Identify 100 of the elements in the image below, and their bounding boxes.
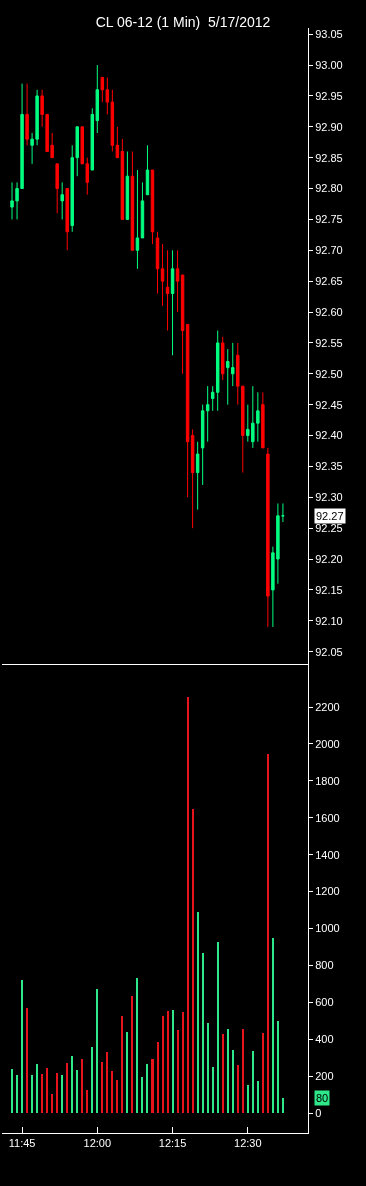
bar [91,1047,94,1114]
candlestick [165,249,170,332]
bar [106,1051,109,1114]
bar [151,1059,154,1114]
candlestick [125,151,130,220]
x-tick-label: 12:15 [158,1137,187,1150]
y-tick-label: 92.50 [315,367,343,380]
bar [236,1065,239,1114]
candlestick [135,169,140,270]
y-tick-label: 1000 [315,922,340,935]
bar [46,1068,49,1114]
text: 80 [316,1092,329,1104]
candlestick [195,441,200,511]
bar [81,1059,84,1114]
candlestick [175,249,180,313]
y-tick-label: 92.90 [315,120,343,133]
y-tick-label: 92.05 [315,645,343,658]
y-tick-label: 0 [315,1106,322,1119]
bar [281,1098,284,1114]
candlestick [55,163,59,214]
bar [191,808,194,1114]
y-tick-label: 92.70 [315,244,343,257]
bar [31,1075,34,1114]
y-tick-label: 92.45 [315,398,343,411]
y-tick-label: 1600 [315,811,340,824]
y-tick-label: 92.85 [315,151,343,164]
y-tick-label: 92.25 [315,522,343,535]
bar [241,1029,244,1114]
bar [26,1008,29,1114]
candlestick [140,181,145,239]
y-tick-label: 92.60 [315,305,343,318]
candlestick [190,428,195,529]
bar [16,1075,19,1114]
x-tick-label: 12:00 [83,1137,112,1150]
bar [56,1073,59,1114]
y-tick-label: 92.65 [315,275,343,288]
candlestick [60,181,64,220]
candlestick [145,144,150,196]
candlestick [25,83,29,146]
bar [86,1090,89,1114]
bar [186,696,189,1114]
candlestick [65,188,69,251]
y-tick-label: 600 [315,996,334,1009]
bar [51,1094,54,1114]
y-tick-label: 92.10 [315,614,343,627]
bar [161,1016,164,1114]
y-tick-label: 1800 [315,774,340,787]
bar [41,1074,44,1114]
y-tick-label: 2200 [315,700,340,713]
bar [246,1085,249,1114]
y-tick-label: 93.00 [315,58,343,71]
bar [101,1062,104,1114]
y-tick-label: 400 [315,1033,334,1046]
bar [96,989,99,1114]
candlestick [170,249,175,356]
x-tick-label: 12:30 [234,1137,262,1150]
y-tick-label: 2000 [315,737,340,750]
bar [211,1067,214,1114]
bar [226,1029,229,1114]
y-tick-label: 92.15 [315,583,343,596]
bar [256,1081,259,1114]
y-tick-label: 92.35 [315,460,343,473]
y-tick-label: 92.55 [315,336,343,349]
bar [36,1063,39,1114]
bar [276,1020,279,1114]
bar [196,912,199,1114]
candlestick [150,169,155,245]
candlestick [220,336,225,381]
chart-title: CL 06-12 (1 Min) 5/17/2012 [95,13,271,30]
bar [21,980,24,1114]
bar [116,1080,119,1114]
candlestick [130,151,135,251]
candlestick [261,391,265,449]
y-tick-label: 92.95 [315,89,343,102]
y-tick-label: 1400 [315,848,340,861]
bar [141,1077,144,1114]
bar [201,953,204,1114]
bar [266,753,269,1114]
bar [221,1034,224,1114]
y-tick-label: 92.40 [315,429,343,442]
bar [171,1010,174,1114]
y-tick-label: 1200 [315,885,340,898]
bar [111,1070,114,1114]
bar [11,1069,14,1114]
y-tick-label: 92.30 [315,491,343,504]
candlestick [155,231,160,295]
bar [61,1075,64,1114]
bar [136,977,139,1114]
bar [176,1030,179,1114]
text: 92.27 [316,510,344,522]
y-tick-label: 92.20 [315,552,343,565]
bar [216,942,219,1114]
y-tick-label: 200 [315,1070,334,1083]
bar [231,1050,234,1114]
bar [261,1033,264,1114]
bar [121,1016,124,1114]
x-tick-label: 11:45 [8,1137,36,1150]
candlestick [215,330,220,412]
candlestick [185,323,190,498]
candlestick [115,126,120,159]
